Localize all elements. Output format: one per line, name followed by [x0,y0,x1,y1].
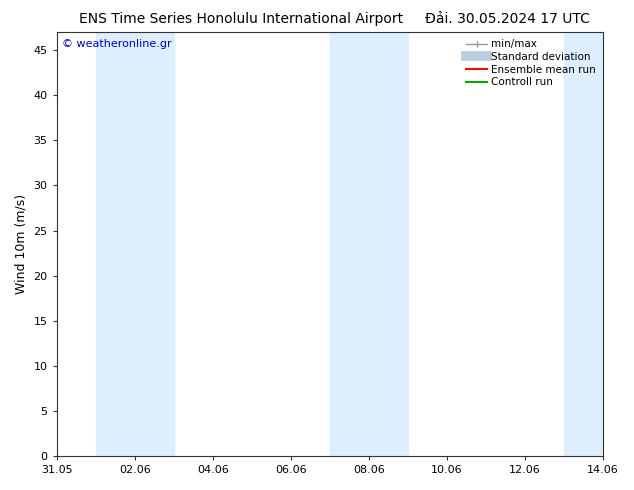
Text: Đải. 30.05.2024 17 UTC: Đải. 30.05.2024 17 UTC [425,12,590,26]
Legend: min/max, Standard deviation, Ensemble mean run, Controll run: min/max, Standard deviation, Ensemble me… [464,37,598,89]
Bar [96,32,174,456]
Bar [564,32,603,456]
Bar [330,32,408,456]
Text: ENS Time Series Honolulu International Airport: ENS Time Series Honolulu International A… [79,12,403,26]
Y-axis label: Wind 10m (m/s): Wind 10m (m/s) [15,194,28,294]
Text: © weatheronline.gr: © weatheronline.gr [62,39,172,49]
